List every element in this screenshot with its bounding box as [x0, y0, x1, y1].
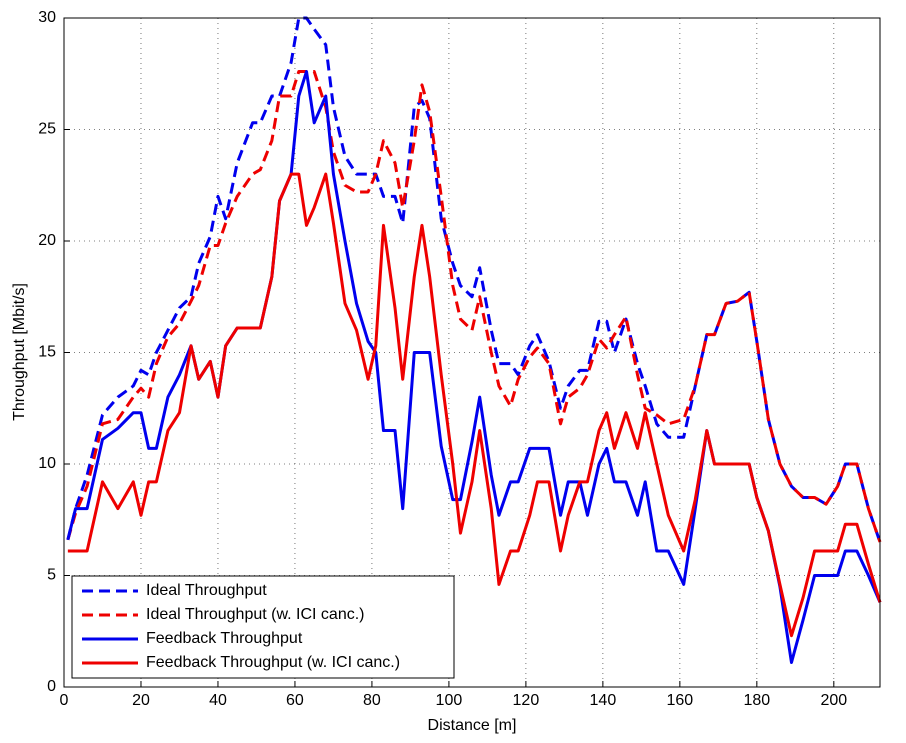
legend-label: Ideal Throughput — [146, 582, 267, 599]
y-tick-label: 30 — [38, 9, 56, 26]
line-series — [67, 172, 882, 638]
x-tick-label: 80 — [363, 692, 381, 709]
x-tick-label: 0 — [60, 692, 69, 709]
y-tick-label: 10 — [38, 455, 56, 472]
plot-frame — [63, 17, 881, 688]
legend-label: Feedback Throughput — [146, 630, 303, 647]
legend-box — [71, 575, 455, 679]
line-series — [66, 70, 882, 664]
x-axis-label: Distance [m] — [428, 717, 517, 734]
x-tick-label: 60 — [286, 692, 304, 709]
y-tick-label: 20 — [38, 232, 56, 249]
legend-label: Ideal Throughput (w. ICI canc.) — [146, 606, 364, 623]
x-tick-label: 140 — [590, 692, 617, 709]
y-tick-label: 5 — [47, 567, 56, 584]
legend-label: Feedback Throughput (w. ICI canc.) — [146, 654, 400, 671]
x-tick-label: 100 — [436, 692, 463, 709]
x-tick-label: 160 — [666, 692, 693, 709]
y-axis-label: Throughput [Mbit/s] — [11, 283, 28, 421]
y-tick-label: 25 — [38, 121, 56, 138]
y-tick-label: 15 — [38, 344, 56, 361]
x-tick-label: 120 — [513, 692, 540, 709]
x-tick-label: 180 — [743, 692, 770, 709]
x-tick-label: 20 — [132, 692, 150, 709]
x-tick-label: 200 — [820, 692, 847, 709]
x-tick-label: 40 — [209, 692, 227, 709]
line-series — [66, 70, 882, 543]
y-tick-label: 0 — [47, 678, 56, 695]
